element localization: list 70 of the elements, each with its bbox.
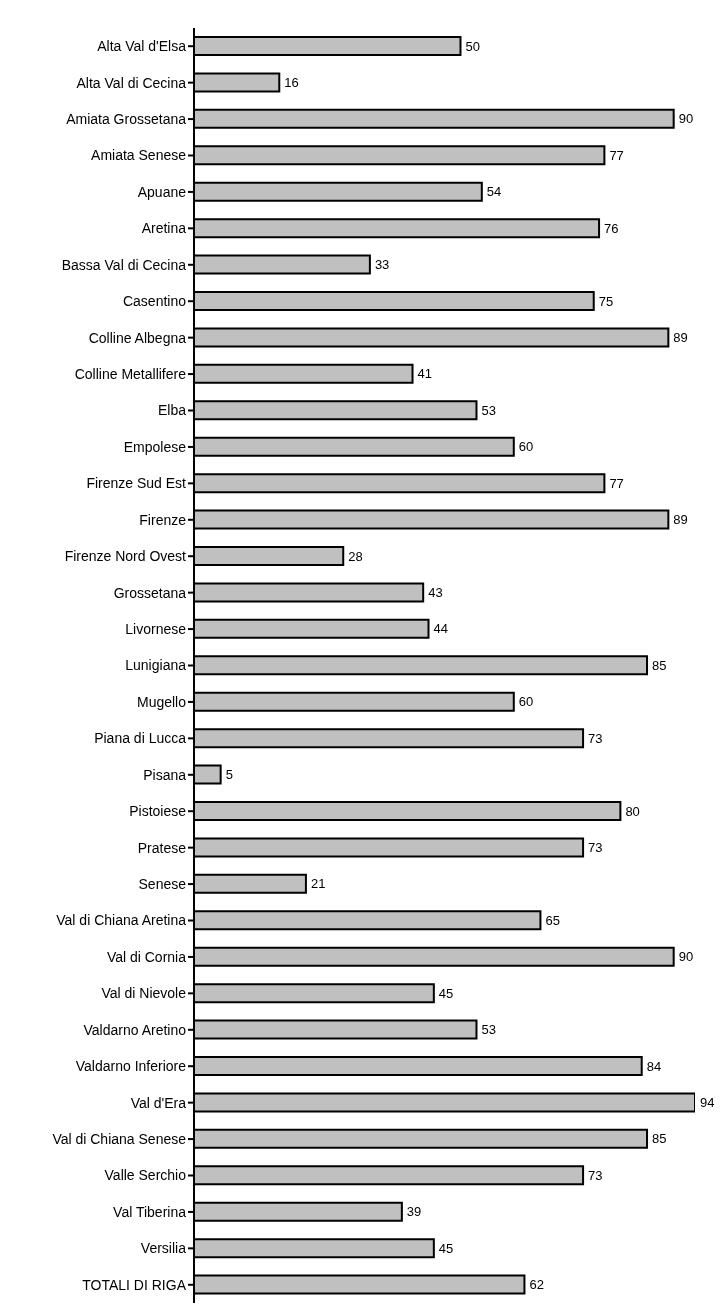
- y-tick-label: Grossetana: [113, 584, 187, 601]
- y-tick-label: Mugello: [136, 693, 187, 710]
- y-tick-label: TOTALI DI RIGA: [82, 1276, 187, 1293]
- data-label: 90: [678, 949, 694, 965]
- data-label: 60: [518, 439, 534, 455]
- y-tick-label: Val di Nievole: [101, 985, 187, 1002]
- y-tick-label: Lunigiana: [125, 657, 187, 674]
- data-label: 44: [433, 621, 448, 637]
- y-tick-label: Amiata Senese: [91, 147, 187, 164]
- data-label: 54: [486, 184, 502, 200]
- y-tick-label: Firenze Sud Est: [86, 475, 187, 492]
- y-tick-label: Colline Albegna: [88, 329, 187, 346]
- y-tick-label: Val di Cornia: [106, 948, 187, 965]
- y-tick-label: Elba: [157, 402, 187, 419]
- data-label: 85: [652, 1131, 667, 1147]
- data-label: 60: [518, 694, 534, 710]
- data-label: 45: [438, 985, 454, 1001]
- y-tick-label: Valdarno Aretino: [83, 1021, 187, 1038]
- data-label: 77: [609, 475, 624, 491]
- y-tick-label: Valdarno Inferiore: [75, 1058, 187, 1075]
- data-label: 80: [625, 803, 640, 819]
- y-tick-label: Valle Serchio: [104, 1167, 187, 1184]
- y-tick-label: Piana di Lucca: [94, 730, 187, 747]
- data-label: 28: [348, 548, 363, 564]
- data-label: 5: [225, 767, 233, 783]
- y-tick-label: Casentino: [122, 293, 187, 310]
- y-tick-label: Empolese: [123, 438, 187, 455]
- data-label: 16: [284, 75, 299, 91]
- y-tick-label: Firenze: [139, 511, 187, 528]
- data-label: 45: [438, 1240, 454, 1256]
- data-label: 53: [481, 1022, 496, 1038]
- y-tick-label: Bassa Val di Cecina: [61, 256, 187, 273]
- y-tick-label: Pisana: [143, 766, 187, 783]
- y-tick-label: Senese: [138, 876, 187, 893]
- y-tick-label: Livornese: [125, 621, 187, 638]
- y-tick-label: Apuane: [137, 183, 187, 200]
- data-label: 21: [310, 876, 326, 892]
- data-label: 33: [374, 257, 390, 273]
- y-tick-label: Val d'Era: [130, 1094, 187, 1111]
- y-tick-label: Val di Chiana Aretina: [56, 912, 187, 929]
- data-label: 94: [700, 1095, 715, 1111]
- y-tick-label: Amiata Grossetana: [66, 111, 187, 128]
- data-label: 41: [417, 366, 432, 382]
- y-tick-label: Versilia: [140, 1240, 187, 1257]
- data-label: 62: [529, 1277, 544, 1293]
- data-label: 75: [598, 293, 614, 309]
- data-label: 89: [673, 512, 688, 528]
- y-tick-label: Pratese: [137, 839, 187, 856]
- data-label: 90: [678, 111, 694, 127]
- data-label: 85: [652, 657, 667, 673]
- y-tick-label: Aretina: [141, 220, 187, 237]
- data-label: 65: [545, 912, 560, 928]
- y-tick-label: Val Tiberina: [113, 1203, 187, 1220]
- data-label: 39: [406, 1204, 422, 1220]
- y-tick-label: Colline Metallifere: [74, 366, 187, 383]
- data-label: 50: [465, 38, 480, 54]
- data-label: 73: [588, 1167, 603, 1183]
- y-tick-label: Val di Chiana Senese: [52, 1131, 187, 1148]
- data-label: 89: [673, 330, 688, 346]
- data-label: 73: [588, 840, 603, 856]
- y-tick-label: Pistoiese: [129, 803, 187, 820]
- data-label: 73: [588, 730, 603, 746]
- data-label: 76: [604, 220, 619, 236]
- data-label: 53: [481, 402, 496, 418]
- data-label: 84: [646, 1058, 662, 1074]
- y-tick-label: Firenze Nord Ovest: [64, 548, 187, 565]
- data-label: 43: [428, 585, 443, 601]
- y-tick-label: Alta Val d'Elsa: [97, 38, 187, 55]
- data-label: 77: [609, 147, 624, 163]
- y-tick-label: Alta Val di Cecina: [76, 74, 187, 91]
